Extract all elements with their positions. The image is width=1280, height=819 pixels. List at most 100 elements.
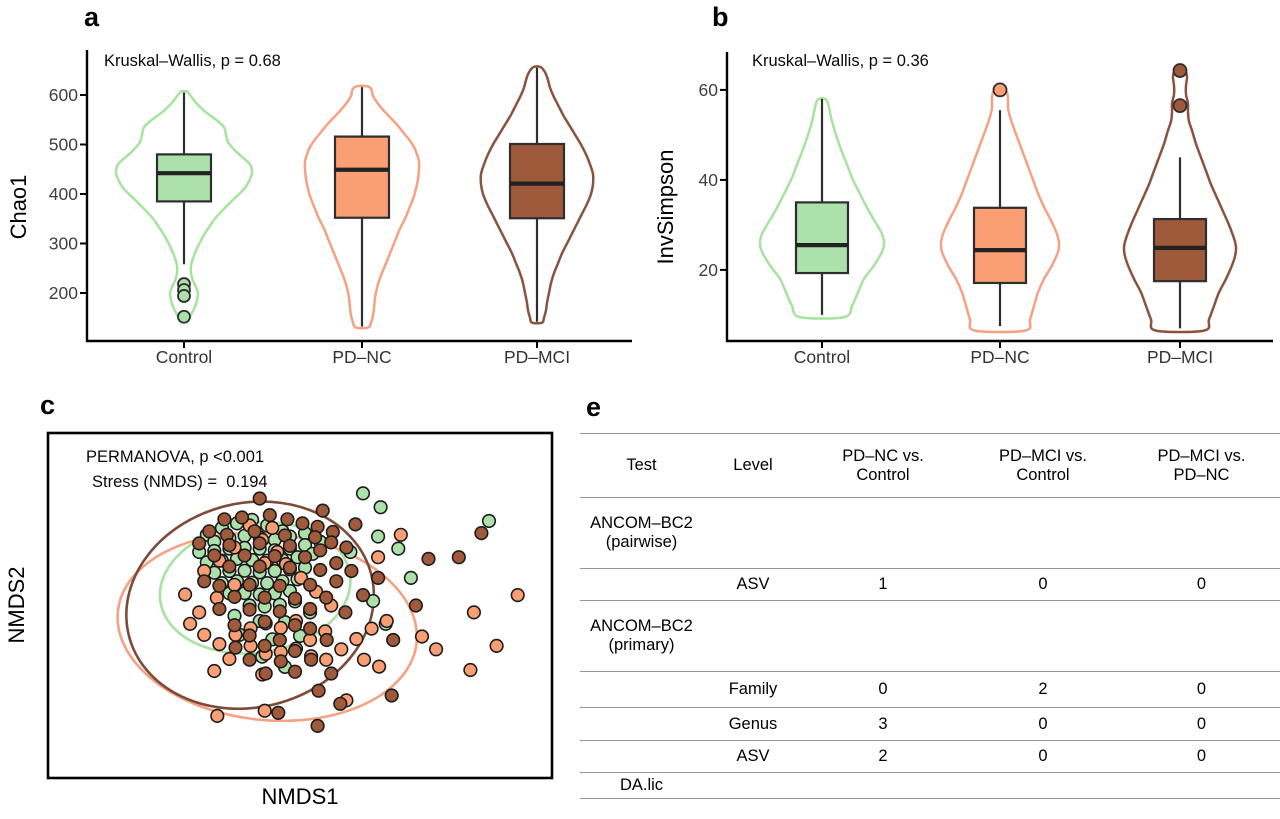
invsimpson-violin-plot: InvSimpson Kruskal–Wallis, p = 0.36 20 40… <box>655 52 1273 367</box>
scatter-point-PD–MCI <box>297 550 313 565</box>
invsimpson-y-axis-label: InvSimpson <box>655 150 678 265</box>
test-cell <box>580 569 703 601</box>
scatter-point-PD–MCI <box>222 559 237 574</box>
scatter-point-Control <box>481 513 497 529</box>
chao1-y-axis-label: Chao1 <box>6 175 31 240</box>
col-header-pdnc-vs-control: PD–NC vs. Control <box>842 446 924 484</box>
scatter-point-PD–MCI <box>355 588 371 603</box>
scatter-point-PD–MCI <box>252 536 267 551</box>
value-cell: 0 <box>1196 575 1207 594</box>
outlier-point-Control <box>177 309 191 324</box>
x-category-label: PD–NC <box>970 347 1029 367</box>
col-header-pdmci-vs-pdnc: PD–MCI vs. PD–NC <box>1157 446 1246 484</box>
scatter-point-PD–MCI <box>202 524 217 539</box>
scatter-point-PD–MCI <box>344 563 359 579</box>
value-cell: 0 <box>1196 714 1207 733</box>
scatter-point-PD–MCI <box>237 548 252 563</box>
scatter-point-PD–NC <box>371 550 386 565</box>
panel-b-letter: b <box>712 2 729 32</box>
scatter-point-PD–NC <box>178 587 193 602</box>
scatter-point-PD–MCI <box>319 590 334 605</box>
scatter-point-PD–MCI <box>311 683 326 698</box>
scatter-point-PD–MCI <box>258 666 273 681</box>
scatter-point-PD–MCI <box>271 705 286 720</box>
scatter-point-PD–MCI <box>242 652 257 667</box>
y-tick-label: 300 <box>49 233 78 253</box>
scatter-point-PD–MCI <box>272 632 287 648</box>
scatter-point-Control <box>371 529 386 544</box>
box-PD–NC <box>972 206 1028 285</box>
scatter-point-PD–NC <box>364 621 379 636</box>
scatter-point-PD–MCI <box>315 503 330 518</box>
scatter-point-PD–MCI <box>339 540 354 555</box>
plot-border <box>46 431 554 780</box>
chao1-violin-plot: Chao1 Kruskal–Wallis, p = 0.68 200 300 400… <box>6 50 632 367</box>
value-cell: 1 <box>878 575 888 594</box>
box-PD–MCI <box>508 142 566 220</box>
y-tick-label: 60 <box>699 80 719 100</box>
test-cell <box>580 708 703 741</box>
scatter-point-PD–MCI <box>228 640 243 655</box>
value-cell <box>1123 773 1280 799</box>
scatter-point-PD–MCI <box>313 543 328 558</box>
scatter-point-PD–MCI <box>262 508 277 523</box>
scatter-point-PD–MCI <box>234 510 250 525</box>
value-cell <box>1123 601 1280 672</box>
scatter-point-PD–MCI <box>308 530 323 545</box>
scatter-point-PD–MCI <box>222 538 237 553</box>
y-tick-label: 400 <box>49 184 78 204</box>
value-cell <box>963 498 1123 569</box>
scatter-point-PD–MCI <box>329 556 344 571</box>
value-cell <box>963 773 1123 799</box>
value-cell: 0 <box>1196 747 1207 766</box>
outlier-point-PD–NC <box>992 82 1008 98</box>
scatter-point-Control <box>403 570 419 585</box>
scatter-point-PD–MCI <box>333 696 348 711</box>
scatter-point-PD–MCI <box>384 688 399 703</box>
table-row-family: Family 0 2 0 <box>580 672 1280 708</box>
scatter-point-PD–NC <box>429 642 444 657</box>
scatter-point-PD–MCI <box>324 666 339 681</box>
scatter-point-PD–MCI <box>257 590 272 605</box>
scatter-point-PD–MCI <box>267 549 282 564</box>
scatter-point-PD–MCI <box>303 577 318 592</box>
scatter-point-PD–MCI <box>421 551 436 566</box>
test-cell: ANCOM–BC2 (primary) <box>590 617 693 654</box>
nmds1-x-axis-label: NMDS1 <box>261 784 338 809</box>
violin-outline-Control <box>758 97 886 320</box>
outlier-point-Control <box>177 289 191 303</box>
scatter-point-PD–MCI <box>287 664 303 679</box>
value-cell: 0 <box>1196 680 1207 699</box>
scatter-point-PD–MCI <box>287 643 303 659</box>
test-cell <box>580 672 703 708</box>
scatter-point-PD–MCI <box>282 560 298 575</box>
scatter-point-PD–MCI <box>474 526 489 541</box>
kruskal-wallis-annotation-a: Kruskal–Wallis, p = 0.68 <box>104 52 281 70</box>
level-cell: Family <box>728 680 778 699</box>
scatter-point-PD–MCI <box>227 589 242 604</box>
scatter-point-PD–NC <box>414 629 430 644</box>
scatter-point-PD–MCI <box>304 652 319 667</box>
value-cell: 0 <box>1038 714 1048 733</box>
table-row-primary-asv: ASV 2 0 0 <box>580 741 1280 773</box>
level-cell: ASV <box>736 575 770 594</box>
value-cell <box>803 773 963 799</box>
y-tick-label: 40 <box>699 170 719 190</box>
panel-c-letter: c <box>40 390 56 420</box>
value-cell <box>963 601 1123 672</box>
scatter-point-PD–NC <box>372 659 387 674</box>
scatter-point-Control <box>267 563 282 579</box>
scatter-point-PD–MCI <box>386 632 401 648</box>
scatter-point-Control <box>373 500 388 515</box>
scatter-point-PD–MCI <box>287 591 303 606</box>
scatter-point-PD–MCI <box>272 578 287 593</box>
scatter-point-PD–MCI <box>272 604 287 619</box>
scatter-point-PD–MCI <box>242 628 257 643</box>
value-cell: 3 <box>878 714 888 733</box>
level-cell <box>703 601 803 672</box>
level-cell: Genus <box>728 714 778 733</box>
value-cell: 0 <box>878 680 888 699</box>
kruskal-wallis-annotation-b: Kruskal–Wallis, p = 0.36 <box>752 52 929 70</box>
panel-e-letter: e <box>586 392 602 422</box>
